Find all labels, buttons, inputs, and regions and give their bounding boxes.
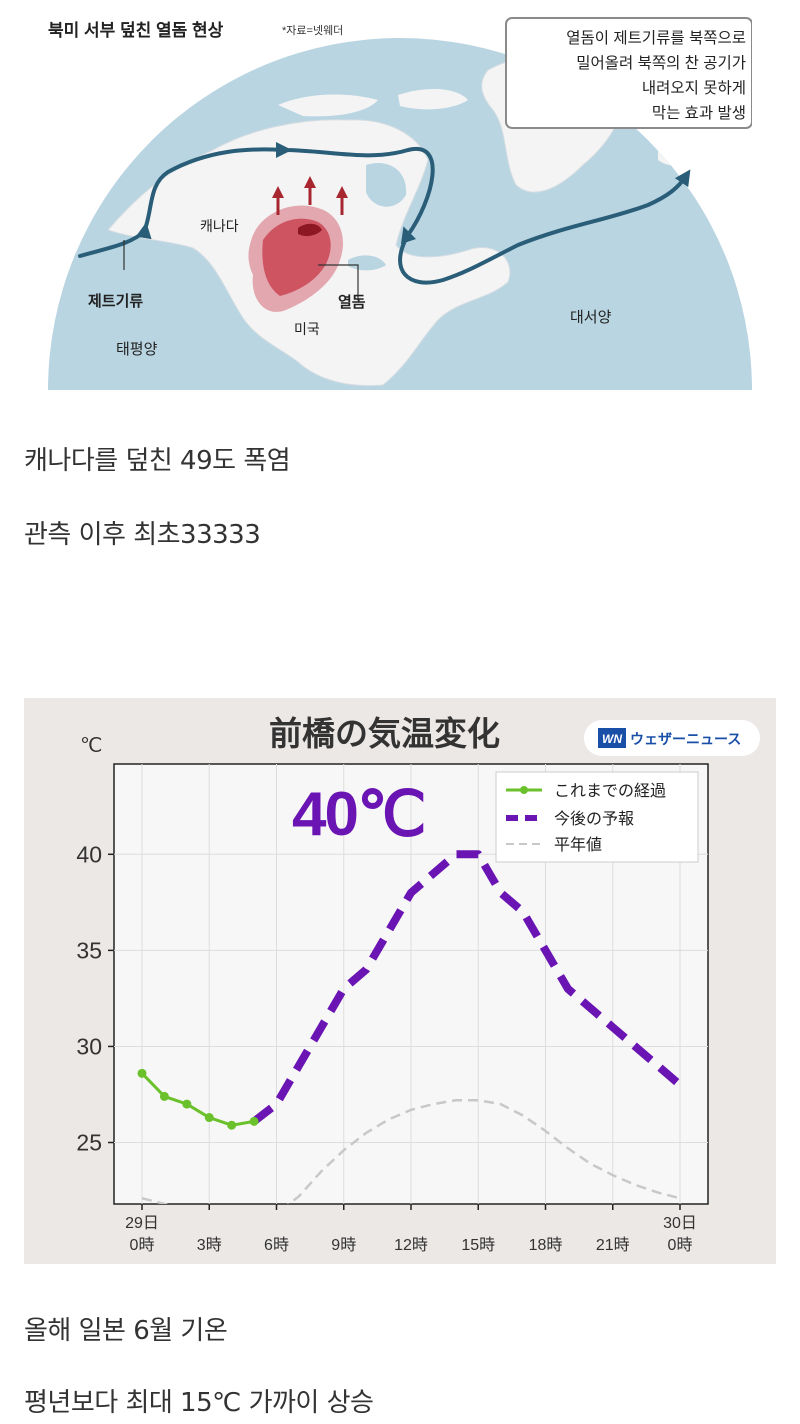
x-tick-label-hour: 21時 [596,1236,630,1254]
paragraph-japan-june: 올해 일본 6월 기온 [24,1316,228,1346]
series-line-normal [141,1098,681,1204]
series-group [137,850,683,1204]
arctic-island [278,94,378,117]
data-point-observed [182,1099,192,1109]
legend-label-forecast: 今後の予報 [554,810,634,828]
legend: これまでの経過 今後の予報 平年値 [495,771,699,863]
y-axis-unit: ℃ [80,735,102,757]
callout-line-3: 내려오지 못하게 [642,79,746,97]
x-tick-label-hour: 6時 [264,1236,289,1254]
series-line-forecast [251,850,683,1125]
paragraph-first-record: 관측 이후 최초33333 [24,520,261,550]
leader-line [318,264,359,300]
hudson-bay [366,163,407,207]
brand-logo-icon [598,728,626,748]
label-heat-dome: 열돔 [338,294,366,311]
x-tick-label-hour: 0時 [130,1236,155,1254]
brand-badge: WN ウェザーニュース [584,720,760,756]
x-tick-label-hour: 18時 [529,1236,563,1254]
callout-box: 열돔이 제트기류를 북쪽으로 밀어올려 북쪽의 찬 공기가 내려오지 못하게 막… [505,17,752,129]
x-tick-label-date: 29日 [125,1215,159,1232]
x-tick-label-hour: 3時 [197,1236,222,1254]
chart-title: 前橋の気温変化 [269,715,500,752]
highlight-temperature: 40℃ [292,780,425,849]
x-tick-label-date: 30日 [663,1215,697,1232]
paragraph-rise: 평년보다 최대 15℃ 가까이 상승 [24,1388,374,1418]
data-point-observed [137,1068,147,1078]
y-ticks: 25 30 35 40 [76,841,114,1156]
x-tick-label-hour: 9時 [331,1236,356,1254]
y-tick-label: 25 [76,1130,102,1156]
x-ticks: 29日 0時 3時 6時 9時 12時 15時 18時 21時 30日 0時 [125,1204,697,1254]
temperature-chart: 前橋の気温変化 WN ウェザーニュース ℃ 25 30 35 40 29日 0時 3時 6時… [24,698,776,1264]
series-clip [137,850,683,1204]
jet-stream-line [78,146,691,285]
label-usa: 미국 [294,321,320,337]
legend-label-observed: これまでの経過 [554,782,666,800]
data-point-observed [249,1116,259,1126]
x-tick-label-hour: 12時 [394,1236,428,1254]
map-title: 북미 서부 덮친 열돔 현상 [48,21,224,40]
x-tick-label-hour: 0時 [668,1236,693,1254]
label-atlantic: 대서양 [570,309,612,326]
y-tick-label: 40 [76,841,102,867]
callout-line-4: 막는 효과 발생 [652,104,746,122]
y-tick-label: 35 [76,937,102,963]
heat-dome-inner [262,218,331,296]
map-source: *자료=넷웨더 [282,24,343,37]
data-point-observed [204,1113,214,1123]
legend-label-normal: 平年値 [554,836,602,854]
heat-dome-map: 북미 서부 덮친 열돔 현상 *자료=넷웨더 캐나다 제트기류 열돔 미국 태평… [48,0,752,390]
label-jet-stream: 제트기류 [88,293,143,310]
callout-line-2: 밀어올려 북쪽의 찬 공기가 [576,54,746,72]
callout-line-1: 열돔이 제트기류를 북쪽으로 [566,29,746,47]
paragraph-heatwave: 캐나다를 덮친 49도 폭염 [24,446,291,476]
chart-svg: 前橋の気温変化 WN ウェザーニュース ℃ 25 30 35 40 29日 0時 3時 6時… [76,715,760,1254]
brand-name: ウェザーニュース [630,731,741,747]
arctic-island [398,88,468,110]
jet-stream-arrow [400,226,417,245]
brand-logo-text: WN [602,732,622,746]
legend-marker-observed [520,786,528,794]
grid [114,764,708,1204]
legend-box [495,771,699,863]
label-pacific: 태평양 [116,341,158,358]
data-point-observed [159,1091,169,1101]
jet-stream-arrow [135,222,152,240]
x-tick-label-hour: 15時 [461,1236,495,1254]
map-svg: 북미 서부 덮친 열돔 현상 *자료=넷웨더 캐나다 제트기류 열돔 미국 태평… [48,0,752,390]
y-tick-label: 30 [76,1033,102,1059]
heat-dome-core [298,223,322,237]
label-canada: 캐나다 [200,218,239,234]
data-point-observed [227,1120,237,1130]
